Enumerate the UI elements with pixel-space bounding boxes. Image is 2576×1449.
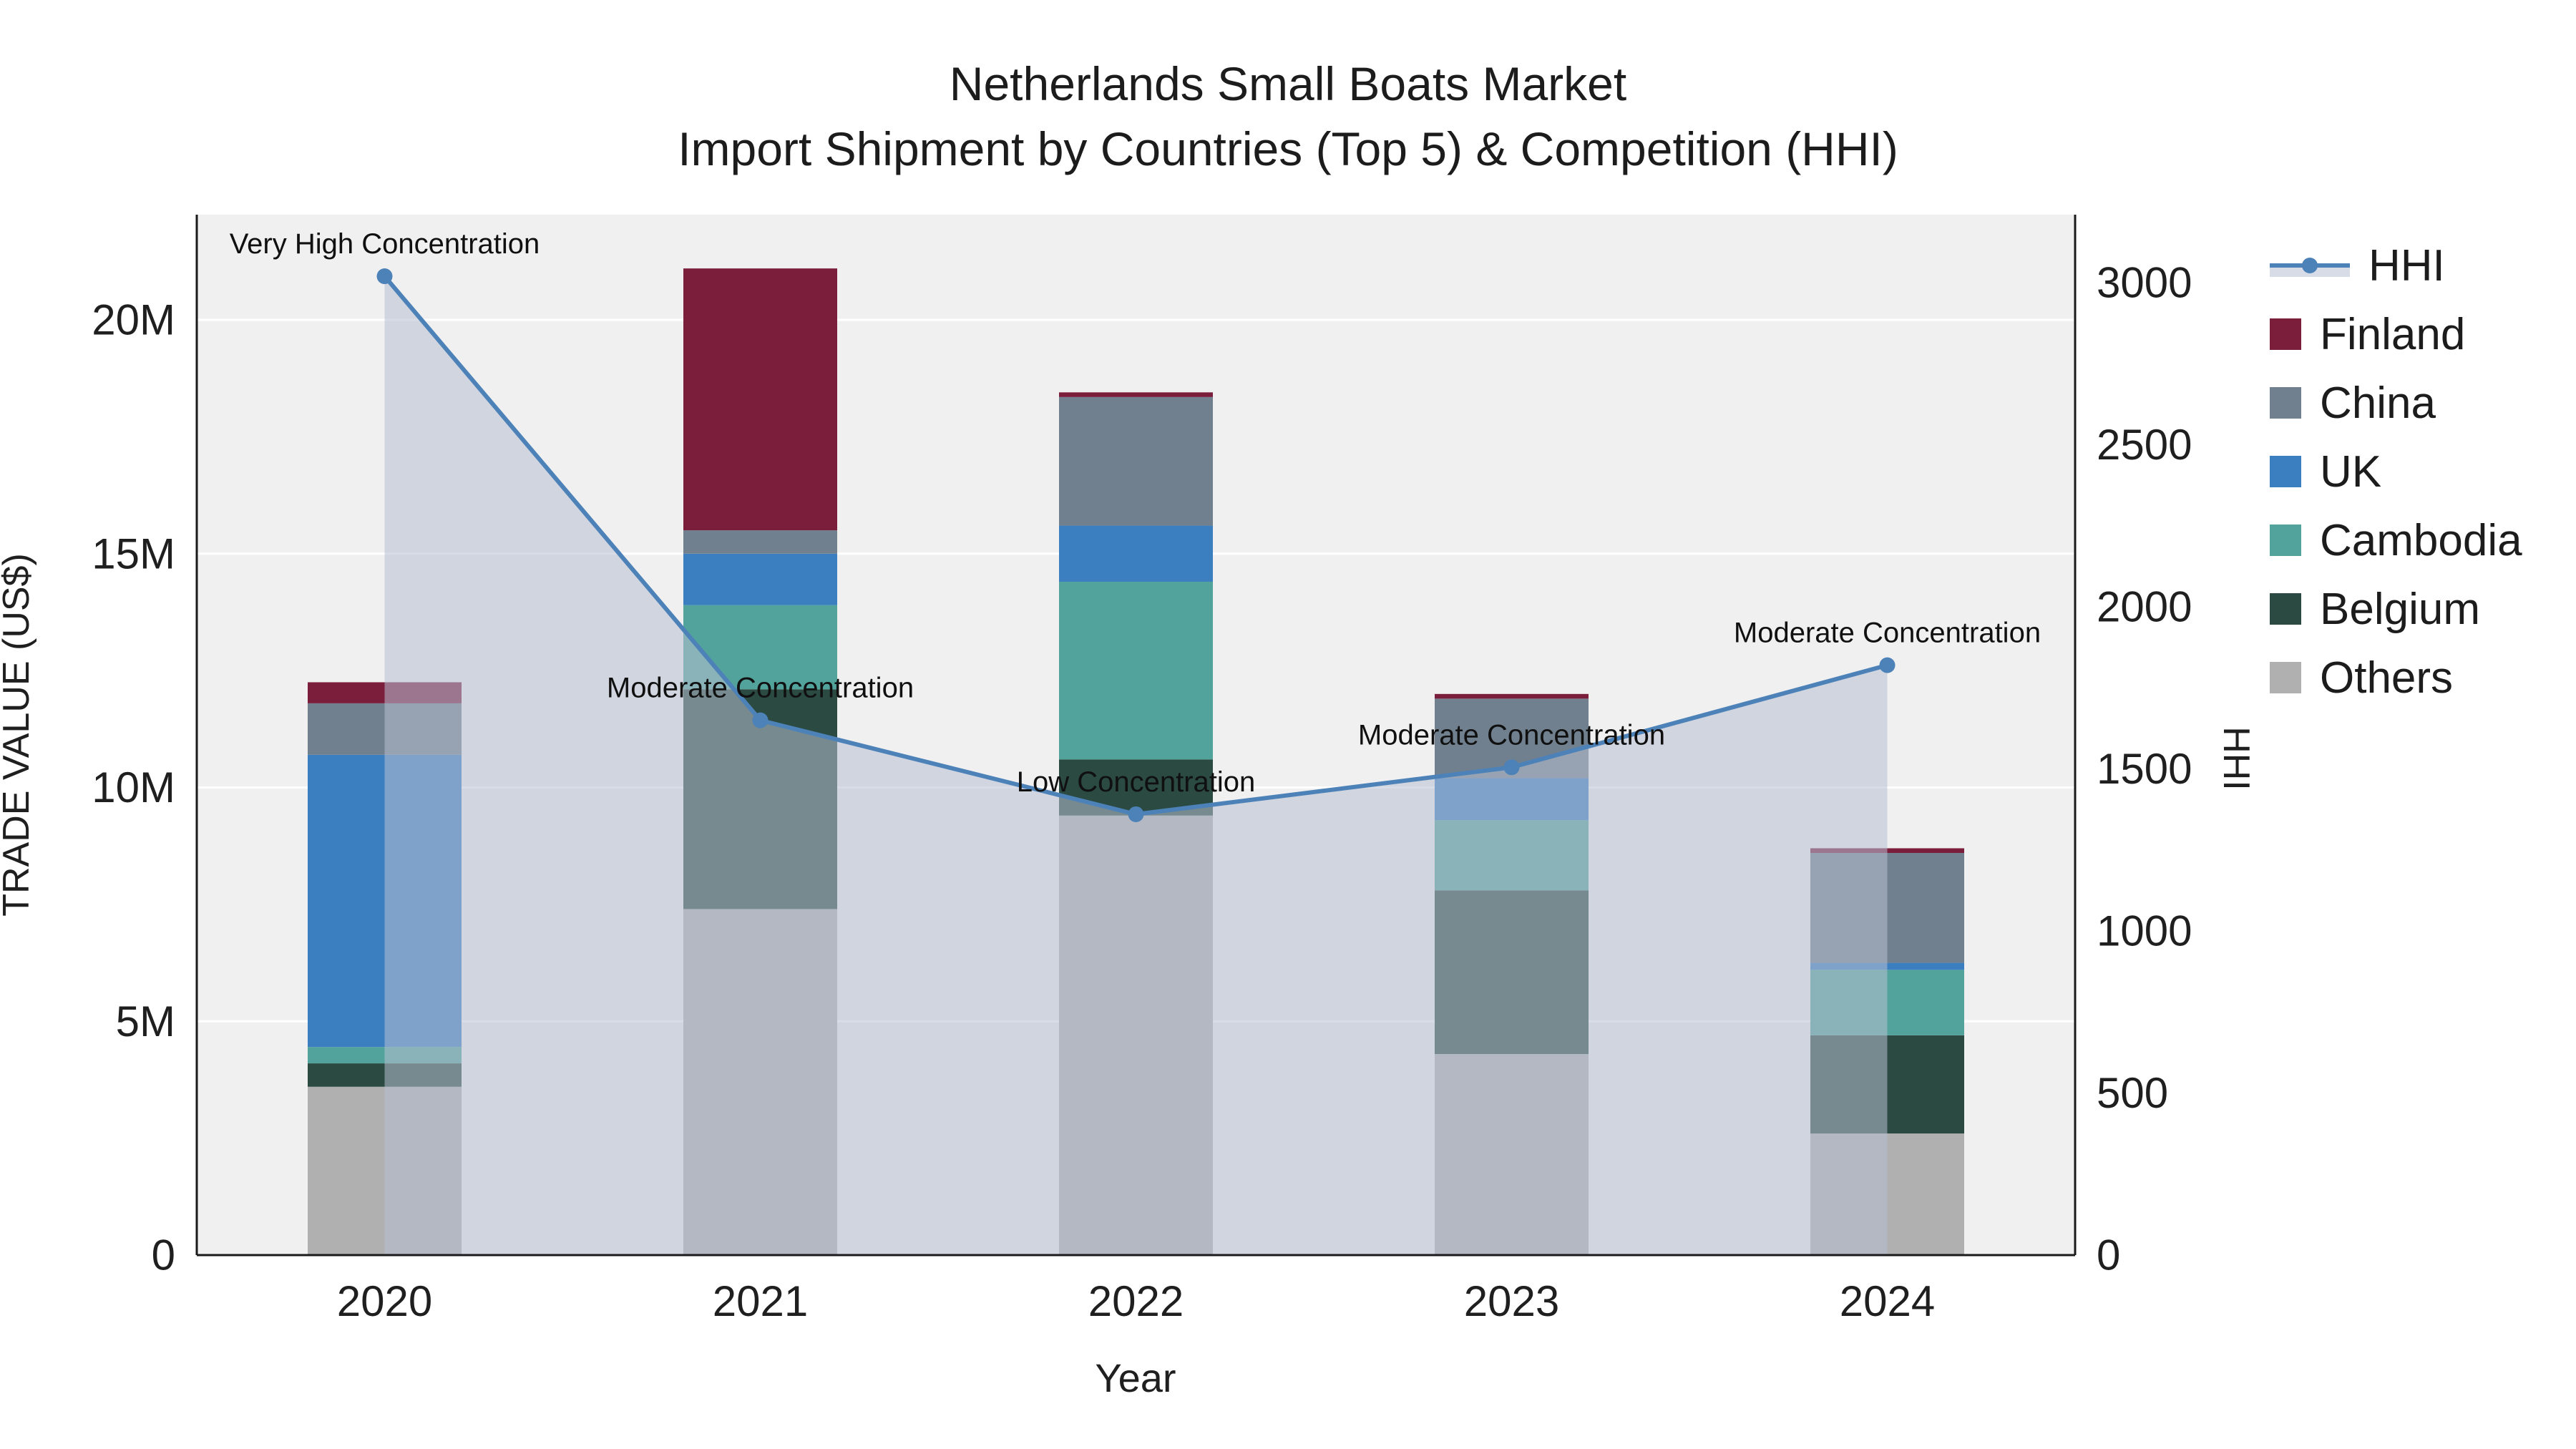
bar-segment-china-2021[interactable] [683, 530, 837, 554]
chart-title: Netherlands Small Boats Market Import Sh… [0, 52, 2576, 182]
y-right-tick-label: 1000 [2097, 907, 2192, 955]
bar-segment-uk-2021[interactable] [683, 553, 837, 605]
y-axis-title-left: TRADE VALUE (US$) [0, 553, 37, 917]
y-right-tick-label: 0 [2097, 1231, 2120, 1279]
legend-item-china[interactable]: China [2270, 379, 2522, 428]
hhi-point-2020[interactable] [376, 268, 393, 285]
x-tick-label: 2021 [713, 1277, 808, 1325]
legend-color-swatch [2270, 318, 2301, 350]
legend-label: Belgium [2320, 584, 2480, 634]
legend: HHI Finland China UK Cambodia Belgium Others [2270, 240, 2522, 703]
annotation-2024: Moderate Concentration [1734, 618, 2041, 649]
y-left-tick-label: 20M [92, 296, 175, 344]
legend-color-swatch [2270, 456, 2301, 487]
legend-swatch [2270, 387, 2301, 419]
y-right-tick-label: 3000 [2097, 259, 2192, 307]
y-right-tick-label: 2500 [2097, 421, 2192, 469]
legend-item-uk[interactable]: UK [2270, 447, 2522, 497]
annotation-2020: Very High Concentration [230, 228, 540, 260]
legend-label: UK [2320, 447, 2382, 497]
legend-swatch [2270, 525, 2301, 556]
legend-label: HHI [2368, 240, 2445, 291]
legend-item-hhi[interactable]: HHI [2270, 240, 2522, 291]
y-axis-title-right: HHI [2215, 726, 2257, 791]
hhi-point-2022[interactable] [1128, 806, 1144, 822]
bar-segment-finland-2021[interactable] [683, 268, 837, 531]
legend-label: Others [2320, 653, 2454, 703]
hhi-point-2021[interactable] [752, 712, 769, 728]
y-left-tick-label: 15M [92, 530, 175, 577]
y-right-tick-label: 500 [2097, 1069, 2168, 1117]
legend-item-belgium[interactable]: Belgium [2270, 585, 2522, 634]
legend-swatch [2270, 456, 2301, 487]
y-left-tick-label: 0 [152, 1231, 175, 1279]
bar-segment-finland-2023[interactable] [1435, 693, 1589, 699]
hhi-point-2023[interactable] [1503, 759, 1520, 776]
legend-color-swatch [2270, 525, 2301, 556]
x-axis-title: Year [1095, 1355, 1176, 1400]
annotation-2023: Moderate Concentration [1358, 719, 1665, 751]
hhi-area-fill [384, 276, 1888, 1256]
hhi-point-2024[interactable] [1879, 657, 1896, 673]
legend-item-others[interactable]: Others [2270, 653, 2522, 703]
legend-swatch [2270, 250, 2350, 281]
legend-swatch [2270, 318, 2301, 350]
x-tick-label: 2024 [1840, 1277, 1935, 1325]
bar-segment-china-2022[interactable] [1059, 396, 1213, 526]
annotation-2021: Moderate Concentration [607, 673, 914, 704]
x-tick-label: 2022 [1088, 1277, 1184, 1325]
legend-color-swatch [2270, 593, 2301, 625]
legend-color-swatch [2270, 387, 2301, 419]
chart-title-line1: Netherlands Small Boats Market [949, 57, 1627, 110]
bar-segment-finland-2022[interactable] [1059, 392, 1213, 397]
y-right-tick-label: 1500 [2097, 745, 2192, 793]
y-left-tick-label: 5M [116, 997, 175, 1045]
annotation-2022: Low Concentration [1017, 766, 1256, 798]
hhi-legend-glyph [2270, 258, 2350, 277]
legend-swatch [2270, 662, 2301, 693]
bar-segment-cambodia-2022[interactable] [1059, 581, 1213, 760]
y-right-tick-label: 2000 [2097, 583, 2192, 631]
x-tick-label: 2020 [337, 1277, 432, 1325]
legend-item-cambodia[interactable]: Cambodia [2270, 516, 2522, 565]
chart-title-line2: Import Shipment by Countries (Top 5) & C… [678, 122, 1898, 176]
bar-segment-uk-2022[interactable] [1059, 525, 1213, 582]
legend-label: China [2320, 378, 2436, 428]
legend-swatch [2270, 593, 2301, 625]
y-left-tick-label: 10M [92, 763, 175, 811]
legend-label: Finland [2320, 309, 2466, 359]
legend-label: Cambodia [2320, 515, 2522, 565]
legend-color-swatch [2270, 662, 2301, 693]
x-tick-label: 2023 [1464, 1277, 1559, 1325]
legend-item-finland[interactable]: Finland [2270, 310, 2522, 359]
